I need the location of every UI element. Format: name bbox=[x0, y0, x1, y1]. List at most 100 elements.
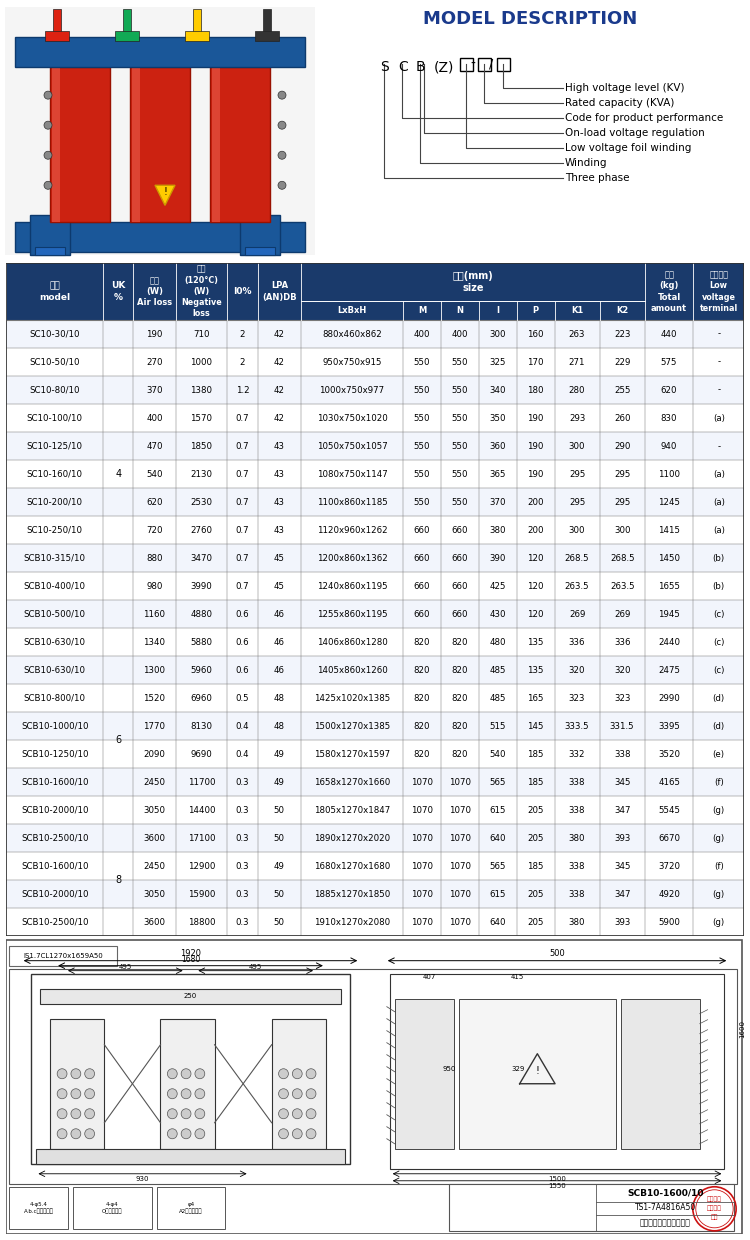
Text: SCB10-1250/10: SCB10-1250/10 bbox=[21, 750, 88, 759]
Text: 8: 8 bbox=[116, 875, 122, 885]
Text: 50: 50 bbox=[274, 889, 285, 899]
Text: 0.6: 0.6 bbox=[236, 610, 249, 619]
Text: 820: 820 bbox=[414, 666, 430, 675]
Text: 广胜特变: 广胜特变 bbox=[707, 1197, 722, 1202]
Text: (e): (e) bbox=[712, 750, 724, 759]
Text: (g): (g) bbox=[712, 889, 724, 899]
Bar bbox=[6, 432, 744, 460]
Bar bbox=[15, 222, 305, 253]
Text: 200: 200 bbox=[527, 526, 544, 534]
Text: 1805x1270x1847: 1805x1270x1847 bbox=[314, 806, 390, 815]
Bar bbox=[621, 998, 700, 1148]
Bar bbox=[460, 58, 473, 71]
Text: 4165: 4165 bbox=[658, 777, 680, 786]
Text: 338: 338 bbox=[568, 862, 585, 870]
Text: (g): (g) bbox=[712, 806, 724, 815]
Text: 0.7: 0.7 bbox=[236, 470, 249, 479]
Bar bbox=[6, 768, 744, 796]
Text: LPA
(AN)DB: LPA (AN)DB bbox=[262, 281, 297, 301]
Text: 930: 930 bbox=[136, 1176, 149, 1182]
Text: (b): (b) bbox=[712, 553, 724, 563]
Text: 11700: 11700 bbox=[188, 777, 215, 786]
Bar bbox=[6, 684, 744, 712]
Bar bbox=[160, 1019, 214, 1148]
Text: 1450: 1450 bbox=[658, 553, 680, 563]
Text: 190: 190 bbox=[146, 330, 163, 339]
Text: 1245: 1245 bbox=[658, 497, 680, 507]
Text: 1070: 1070 bbox=[411, 889, 433, 899]
Text: 370: 370 bbox=[490, 497, 506, 507]
Text: 710: 710 bbox=[193, 330, 209, 339]
Text: 350: 350 bbox=[490, 414, 506, 423]
Bar bbox=[6, 825, 744, 852]
Text: 8130: 8130 bbox=[190, 722, 212, 730]
Text: 720: 720 bbox=[146, 526, 163, 534]
Text: (c): (c) bbox=[713, 666, 724, 675]
Text: 1070: 1070 bbox=[411, 806, 433, 815]
Bar bbox=[6, 712, 744, 740]
Text: 43: 43 bbox=[274, 470, 285, 479]
Text: 430: 430 bbox=[490, 610, 506, 619]
Text: 300: 300 bbox=[490, 330, 506, 339]
Text: 205: 205 bbox=[527, 833, 544, 843]
Text: 400: 400 bbox=[146, 414, 163, 423]
Circle shape bbox=[71, 1128, 81, 1138]
Text: 4880: 4880 bbox=[190, 610, 212, 619]
Text: 1500: 1500 bbox=[548, 1176, 566, 1182]
Text: 1240x860x1195: 1240x860x1195 bbox=[316, 582, 387, 590]
Circle shape bbox=[292, 1069, 302, 1079]
Text: 4: 4 bbox=[116, 469, 122, 479]
Text: 565: 565 bbox=[490, 777, 506, 786]
Bar bbox=[6, 404, 744, 432]
Polygon shape bbox=[155, 185, 175, 206]
Circle shape bbox=[167, 1069, 177, 1079]
Text: (g): (g) bbox=[712, 833, 724, 843]
Text: 820: 820 bbox=[414, 750, 430, 759]
Text: K1: K1 bbox=[571, 306, 584, 315]
Text: 550: 550 bbox=[452, 414, 468, 423]
Text: 0.4: 0.4 bbox=[236, 722, 249, 730]
Text: 338: 338 bbox=[568, 777, 585, 786]
Text: 0.7: 0.7 bbox=[236, 582, 249, 590]
Text: SCB10-1600/10: SCB10-1600/10 bbox=[21, 862, 88, 870]
Text: SC10-160/10: SC10-160/10 bbox=[27, 470, 82, 479]
Text: 480: 480 bbox=[490, 637, 506, 646]
Text: 950: 950 bbox=[442, 1065, 455, 1071]
Text: 46: 46 bbox=[274, 637, 285, 646]
Text: 660: 660 bbox=[452, 553, 468, 563]
Text: 2: 2 bbox=[240, 357, 245, 367]
Text: 135: 135 bbox=[527, 666, 544, 675]
Text: 50: 50 bbox=[274, 833, 285, 843]
Circle shape bbox=[195, 1109, 205, 1118]
Text: 2: 2 bbox=[240, 330, 245, 339]
Text: !: ! bbox=[536, 1065, 539, 1076]
Text: 205: 205 bbox=[527, 889, 544, 899]
Text: 440: 440 bbox=[661, 330, 677, 339]
Text: 336: 336 bbox=[568, 637, 585, 646]
Text: 1890x1270x2020: 1890x1270x2020 bbox=[314, 833, 390, 843]
Text: 135: 135 bbox=[527, 637, 544, 646]
Text: 0.6: 0.6 bbox=[236, 666, 249, 675]
Bar bbox=[157, 1187, 226, 1229]
Text: 43: 43 bbox=[274, 441, 285, 450]
Text: 50: 50 bbox=[274, 918, 285, 926]
Text: 42: 42 bbox=[274, 330, 285, 339]
Bar bbox=[130, 67, 190, 222]
Text: 347: 347 bbox=[614, 806, 631, 815]
Text: 1655: 1655 bbox=[658, 582, 680, 590]
Bar bbox=[6, 908, 744, 936]
Bar bbox=[53, 9, 61, 37]
Text: I0%: I0% bbox=[233, 286, 252, 296]
Text: 1070: 1070 bbox=[411, 777, 433, 786]
Bar bbox=[390, 973, 724, 1169]
Text: 4920: 4920 bbox=[658, 889, 680, 899]
Text: 325: 325 bbox=[490, 357, 506, 367]
Text: 1550: 1550 bbox=[548, 1183, 566, 1189]
Text: 2090: 2090 bbox=[143, 750, 165, 759]
Bar bbox=[6, 629, 744, 656]
Bar bbox=[6, 740, 744, 768]
Text: 550: 550 bbox=[414, 357, 430, 367]
Bar bbox=[6, 796, 744, 825]
Text: SCB10-630/10: SCB10-630/10 bbox=[24, 637, 86, 646]
Circle shape bbox=[278, 151, 286, 159]
